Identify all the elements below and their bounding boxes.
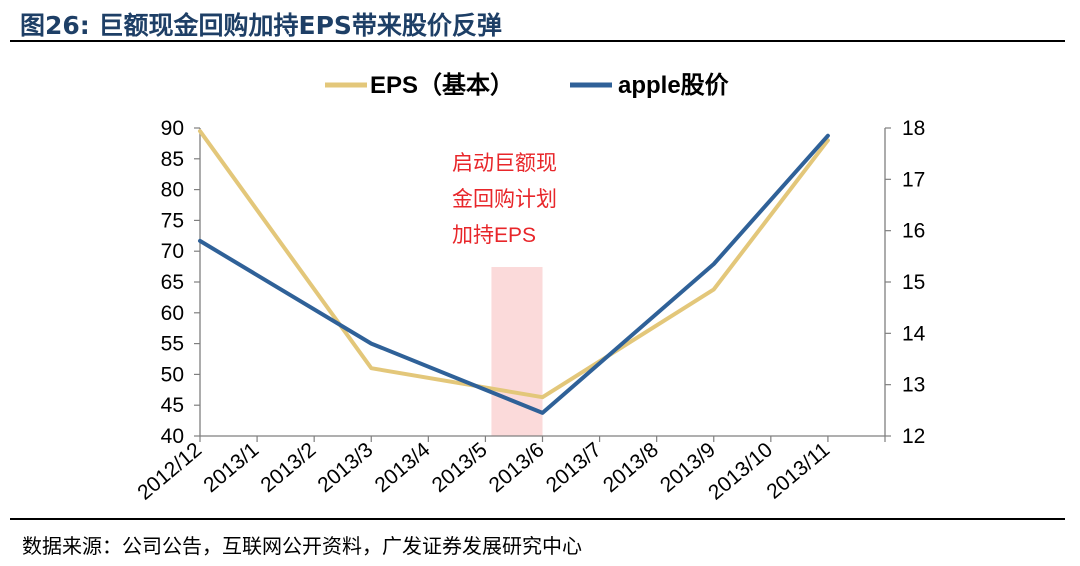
left-tick-label: 45 — [161, 394, 184, 417]
x-tick-label: 2013/5 — [428, 438, 492, 497]
right-tick-label: 17 — [902, 168, 925, 191]
series-lines — [198, 129, 830, 415]
x-tick-label: 2013/3 — [313, 438, 377, 497]
series-line-eps — [198, 129, 830, 400]
chart-title: 图26: 巨额现金回购加持EPS带来股价反弹 — [20, 11, 502, 40]
chart-area: EPS（基本） apple股价 启动巨额现 金回购计划 加持EPS 90 85 80… — [133, 72, 926, 505]
right-tick-label: 12 — [902, 425, 925, 448]
x-tick-label: 2012/12 — [133, 438, 206, 504]
right-tick-label: 13 — [902, 374, 925, 397]
legend-label-price: apple股价 — [618, 72, 730, 99]
left-tick-label: 75 — [161, 209, 184, 232]
right-tick-label: 15 — [902, 271, 925, 294]
x-tick-label: 2013/6 — [485, 438, 549, 497]
annotation-line-3: 加持EPS — [452, 224, 536, 247]
annotation: 启动巨额现 金回购计划 加持EPS — [452, 152, 557, 247]
x-tick-label: 2013/11 — [762, 438, 834, 503]
x-tick-label: 2013/2 — [256, 438, 320, 497]
right-tick-label: 16 — [902, 220, 925, 243]
x-tick-label: 2013/7 — [542, 438, 606, 497]
top-rule — [10, 40, 1065, 42]
source-note: 数据来源：公司公告，互联网公开资料，广发证券发展研究中心 — [22, 534, 582, 558]
left-tick-label: 80 — [161, 179, 184, 202]
right-tick-label: 14 — [902, 322, 926, 345]
left-tick-label: 55 — [161, 333, 184, 356]
legend-label-eps: EPS（基本） — [370, 72, 514, 99]
left-tick-label: 60 — [161, 302, 184, 325]
legend: EPS（基本） apple股价 — [325, 72, 730, 99]
left-tick-label: 65 — [161, 271, 184, 294]
left-tick-label: 90 — [161, 117, 184, 140]
x-tick-label: 2013/4 — [371, 438, 435, 497]
x-tick-label: 2013/8 — [599, 438, 663, 497]
annotation-line-1: 启动巨额现 — [452, 152, 557, 175]
left-tick-label: 50 — [161, 363, 184, 386]
right-tick-label: 18 — [902, 117, 925, 140]
annotation-line-2: 金回购计划 — [452, 188, 557, 211]
left-tick-label: 70 — [161, 240, 184, 263]
left-tick-label: 40 — [161, 425, 184, 448]
left-tick-label: 85 — [161, 148, 184, 171]
bottom-rule — [10, 518, 1065, 520]
x-tick-label: 2013/10 — [704, 438, 777, 504]
series-line-price — [198, 133, 830, 415]
x-tick-label: 2013/1 — [199, 438, 263, 497]
